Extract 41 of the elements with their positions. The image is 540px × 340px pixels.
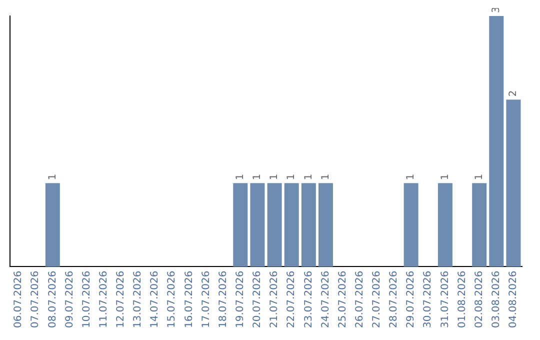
data-label: 1 — [406, 174, 417, 180]
data-label: 2 — [508, 90, 520, 97]
data-label: 1 — [440, 174, 451, 180]
x-tick-label: 10.07.2026 — [81, 270, 92, 328]
x-tick-label: 11.07.2026 — [98, 270, 110, 328]
x-tick-label: 17.07.2026 — [200, 270, 212, 328]
x-tick-label: 22.07.2026 — [286, 270, 298, 328]
x-tick-label: 02.08.2026 — [474, 270, 485, 328]
data-label: 1 — [269, 174, 280, 180]
data-label: 1 — [47, 174, 58, 180]
x-tick-label: 25.07.2026 — [337, 270, 348, 328]
data-label: 1 — [252, 174, 264, 180]
x-tick-label: 27.07.2026 — [372, 270, 383, 328]
x-tick-label: 23.07.2026 — [303, 270, 314, 328]
x-tick-label: 08.07.2026 — [47, 270, 58, 328]
x-tick-label: 19.07.2026 — [234, 270, 246, 328]
x-tick-label: 30.07.2026 — [422, 270, 434, 328]
data-label: 1 — [303, 174, 314, 180]
data-label: 1 — [320, 174, 332, 180]
x-tick-label: 04.08.2026 — [508, 270, 520, 328]
x-tick-label: 07.07.2026 — [30, 270, 42, 328]
x-tick-label: 01.08.2026 — [456, 270, 468, 328]
x-tick-label: 09.07.2026 — [64, 270, 76, 328]
x-tick-label: 24.07.2026 — [320, 270, 332, 328]
x-tick-label: 15.07.2026 — [166, 270, 178, 328]
data-label: 1 — [234, 174, 246, 180]
data-label: 1 — [286, 174, 298, 180]
x-tick-label: 16.07.2026 — [184, 270, 195, 328]
x-tick-label: 28.07.2026 — [388, 270, 400, 328]
x-tick-label: 14.07.2026 — [150, 270, 161, 328]
x-tick-label: 06.07.2026 — [13, 270, 24, 328]
x-tick-label: 12.07.2026 — [116, 270, 127, 328]
x-tick-label: 21.07.2026 — [269, 270, 280, 328]
x-tick-label: 03.08.2026 — [490, 270, 502, 328]
x-tick-label: 31.07.2026 — [440, 270, 451, 328]
x-tick-label: 29.07.2026 — [406, 270, 417, 328]
x-tick-label: 20.07.2026 — [252, 270, 264, 328]
x-tick-label: 18.07.2026 — [218, 270, 229, 328]
x-tick-label: 26.07.2026 — [354, 270, 366, 328]
x-tick-label: 13.07.2026 — [132, 270, 144, 328]
data-label: 1 — [474, 174, 485, 180]
